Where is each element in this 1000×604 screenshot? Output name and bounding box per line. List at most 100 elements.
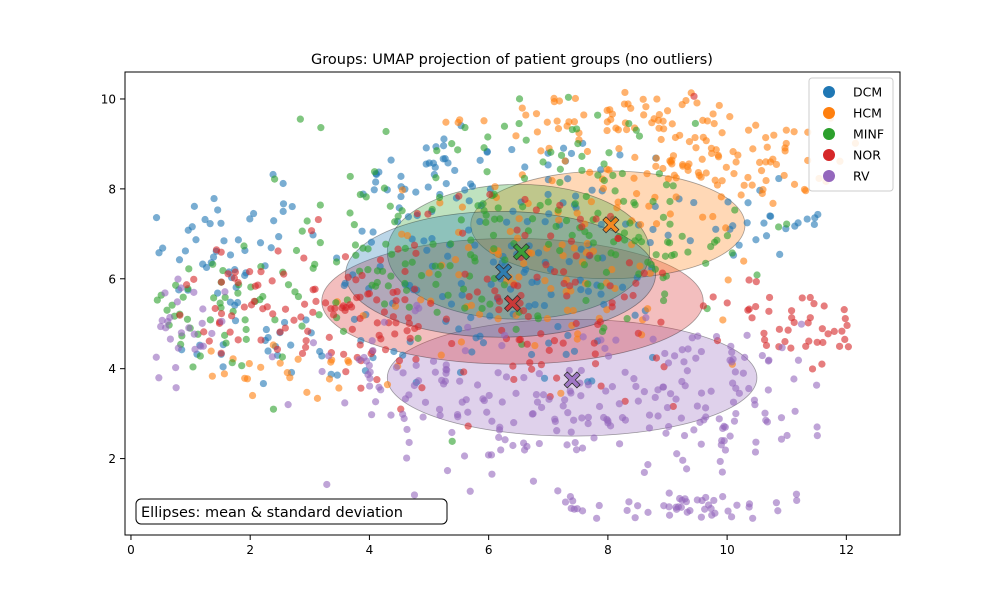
point-minf — [594, 171, 602, 179]
point-dcm — [752, 236, 760, 244]
point-hcm — [715, 101, 723, 110]
point-nor — [550, 268, 559, 276]
point-dcm — [570, 347, 579, 355]
point-minf — [556, 247, 564, 255]
point-minf — [635, 270, 643, 278]
y-tick-label: 10 — [101, 92, 116, 106]
point-rv — [570, 505, 578, 513]
point-rv — [369, 347, 377, 355]
point-rv — [190, 330, 198, 338]
point-dcm — [803, 215, 811, 223]
point-hcm — [790, 128, 798, 136]
point-dcm — [358, 227, 366, 235]
point-rv — [520, 373, 528, 382]
point-minf — [241, 316, 249, 324]
point-rv — [458, 398, 466, 406]
point-dcm — [279, 207, 287, 216]
point-rv — [644, 461, 652, 469]
point-dcm — [489, 258, 498, 266]
point-hcm — [639, 95, 647, 103]
point-rv — [718, 468, 726, 476]
point-minf — [364, 266, 372, 274]
point-rv — [284, 401, 292, 409]
point-minf — [478, 295, 486, 303]
point-hcm — [547, 285, 555, 293]
point-rv — [697, 347, 705, 356]
point-minf — [448, 140, 456, 148]
point-dcm — [441, 155, 449, 163]
point-rv — [401, 395, 410, 403]
point-rv — [735, 389, 743, 397]
point-rv — [199, 305, 207, 313]
point-nor — [578, 223, 586, 231]
point-minf — [775, 223, 783, 231]
point-dcm — [649, 225, 657, 234]
point-hcm — [709, 110, 717, 118]
point-hcm — [722, 163, 730, 171]
point-nor — [411, 324, 419, 333]
point-dcm — [616, 151, 624, 159]
legend-label-minf: MINF — [853, 127, 884, 142]
point-nor — [566, 282, 574, 290]
point-rv — [538, 403, 546, 412]
x-tick-label: 10 — [719, 543, 734, 557]
point-hcm — [657, 135, 665, 144]
point-dcm — [420, 237, 428, 245]
point-nor — [592, 215, 600, 223]
point-rv — [745, 384, 753, 393]
point-rv — [707, 387, 715, 395]
point-minf — [659, 213, 668, 221]
point-dcm — [438, 292, 447, 301]
legend-marker-minf — [823, 128, 835, 140]
point-hcm — [550, 94, 558, 103]
point-rv — [745, 500, 754, 508]
point-hcm — [442, 118, 450, 126]
point-minf — [659, 296, 668, 305]
point-nor — [830, 327, 838, 336]
centroids-layer — [494, 216, 620, 389]
point-dcm — [404, 213, 413, 221]
point-minf — [257, 263, 265, 271]
point-rv — [488, 470, 496, 478]
point-dcm — [206, 220, 214, 228]
point-nor — [629, 291, 637, 300]
point-dcm — [571, 192, 580, 200]
point-rv — [174, 275, 182, 283]
point-rv — [813, 431, 821, 440]
point-rv — [662, 429, 670, 437]
point-rv — [173, 298, 181, 306]
legend-label-nor: NOR — [853, 148, 881, 163]
point-hcm — [613, 204, 621, 212]
point-rv — [578, 444, 587, 452]
point-dcm — [367, 238, 376, 246]
point-dcm — [440, 135, 448, 143]
x-tick-label: 6 — [485, 543, 493, 557]
point-hcm — [683, 162, 692, 171]
point-nor — [300, 254, 308, 262]
point-minf — [621, 236, 629, 244]
point-minf — [179, 293, 187, 301]
point-minf — [598, 327, 607, 335]
point-dcm — [288, 202, 296, 211]
point-hcm — [599, 184, 608, 193]
point-dcm — [217, 219, 225, 227]
point-nor — [404, 314, 413, 322]
point-nor — [327, 305, 335, 313]
point-minf — [467, 236, 475, 244]
point-dcm — [333, 371, 341, 379]
point-rv — [500, 331, 509, 339]
point-dcm — [220, 237, 228, 245]
point-rv — [464, 323, 472, 331]
point-hcm — [327, 358, 335, 366]
point-hcm — [475, 310, 484, 318]
point-minf — [585, 231, 593, 240]
point-hcm — [644, 305, 652, 313]
point-hcm — [664, 175, 672, 183]
point-minf — [661, 252, 670, 260]
point-dcm — [287, 341, 295, 349]
point-minf — [278, 353, 286, 361]
point-nor — [594, 320, 602, 329]
point-minf — [486, 300, 494, 308]
point-minf — [651, 265, 659, 273]
point-rv — [597, 336, 605, 344]
